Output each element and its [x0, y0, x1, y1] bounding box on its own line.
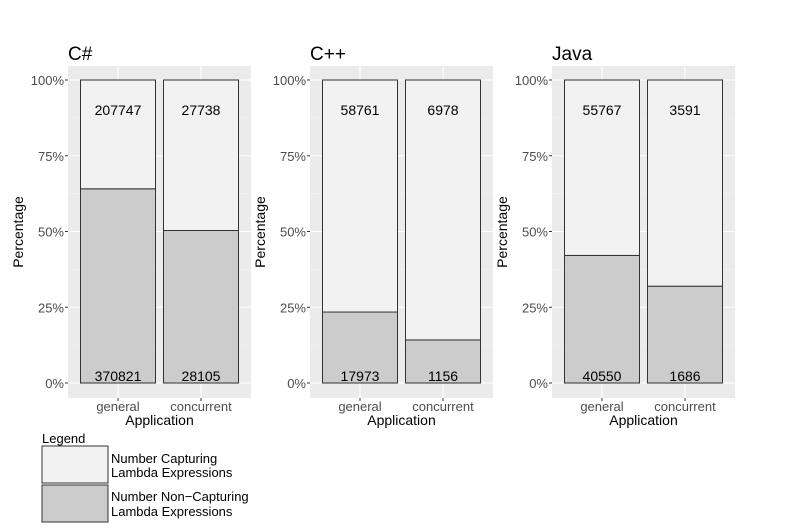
panel-java: 0% 25% 50% 75% 100% 55767 40550 general 3591 1686…	[494, 44, 735, 428]
y-tick-label: 25%	[280, 300, 306, 315]
data-label-concurrent-capturing: 27738	[182, 102, 221, 118]
x-tick-label-concurrent: concurrent	[412, 399, 474, 414]
y-tick-label: 0%	[287, 376, 306, 391]
data-label-general-capturing: 207747	[95, 102, 142, 118]
bar-general-non-capturing	[564, 254, 640, 384]
panel-title: C#	[68, 44, 93, 65]
bar-general-capturing	[564, 79, 640, 256]
panel-title: C++	[310, 44, 346, 65]
y-tick-label: 50%	[280, 225, 306, 240]
legend-label-capturing-line2: Lambda Expressions	[111, 465, 233, 480]
y-tick-label: 0%	[529, 376, 548, 391]
x-axis-title: Application	[125, 412, 194, 428]
x-tick-label-general: general	[96, 399, 139, 414]
panel-title: Java	[552, 44, 593, 65]
bar-concurrent-non-capturing	[647, 285, 723, 384]
chart-panels: 0% 25% 50% 75% 100% 207747 370821 general 27738 2…	[10, 44, 735, 428]
x-tick-label-general: general	[338, 399, 381, 414]
bar-concurrent-capturing	[405, 79, 481, 341]
y-tick-label: 50%	[522, 225, 548, 240]
data-label-general-non-capturing: 370821	[95, 368, 142, 384]
bar-general-non-capturing	[322, 311, 398, 384]
data-label-general-capturing: 55767	[583, 102, 622, 118]
y-tick-label: 0%	[45, 376, 64, 391]
y-tick-label: 100%	[273, 73, 307, 88]
bar-general-capturing	[80, 79, 156, 190]
panel-cpp: 0% 25% 50% 75% 100% 58761 17973 general 6978 1156…	[252, 44, 493, 428]
bar-general-capturing	[322, 79, 398, 313]
x-axis-title: Application	[367, 412, 436, 428]
data-label-general-capturing: 58761	[341, 102, 380, 118]
y-tick-label: 50%	[38, 225, 64, 240]
data-label-concurrent-capturing: 6978	[427, 102, 458, 118]
data-label-concurrent-non-capturing: 1686	[669, 368, 700, 384]
y-tick-label: 100%	[31, 73, 65, 88]
panel-csharp: 0% 25% 50% 75% 100% 207747 370821 general 27738 2…	[10, 44, 251, 428]
x-axis-title: Application	[609, 412, 678, 428]
data-label-general-non-capturing: 17973	[341, 368, 380, 384]
data-label-general-non-capturing: 40550	[583, 368, 622, 384]
legend: Legend Number Capturing Lambda Expressio…	[41, 431, 249, 523]
bar-concurrent-non-capturing	[163, 230, 239, 384]
y-tick-label: 25%	[38, 300, 64, 315]
y-tick-label: 75%	[38, 149, 64, 164]
y-tick-label: 25%	[522, 300, 548, 315]
bar-general-non-capturing	[80, 188, 156, 384]
y-axis-title: Percentage	[494, 196, 510, 268]
legend-title: Legend	[42, 431, 85, 446]
y-tick-label: 75%	[522, 149, 548, 164]
x-tick-label-concurrent: concurrent	[170, 399, 232, 414]
y-axis-title: Percentage	[252, 196, 268, 268]
y-axis-title: Percentage	[10, 196, 26, 268]
legend-swatch-capturing	[41, 445, 109, 484]
legend-label-non-capturing-line2: Lambda Expressions	[111, 504, 233, 519]
bar-concurrent-capturing	[163, 79, 239, 232]
bar-concurrent-capturing	[647, 79, 723, 287]
y-tick-label: 100%	[515, 73, 549, 88]
legend-label-non-capturing-line1: Number Non−Capturing	[111, 489, 249, 504]
bar-concurrent-non-capturing	[405, 339, 481, 384]
data-label-concurrent-non-capturing: 1156	[428, 368, 458, 384]
legend-swatch-non-capturing	[41, 484, 109, 523]
y-tick-label: 75%	[280, 149, 306, 164]
data-label-concurrent-capturing: 3591	[669, 102, 700, 118]
legend-label-capturing-line1: Number Capturing	[111, 451, 217, 466]
x-tick-label-concurrent: concurrent	[654, 399, 716, 414]
x-tick-label-general: general	[580, 399, 623, 414]
data-label-concurrent-non-capturing: 28105	[182, 368, 221, 384]
